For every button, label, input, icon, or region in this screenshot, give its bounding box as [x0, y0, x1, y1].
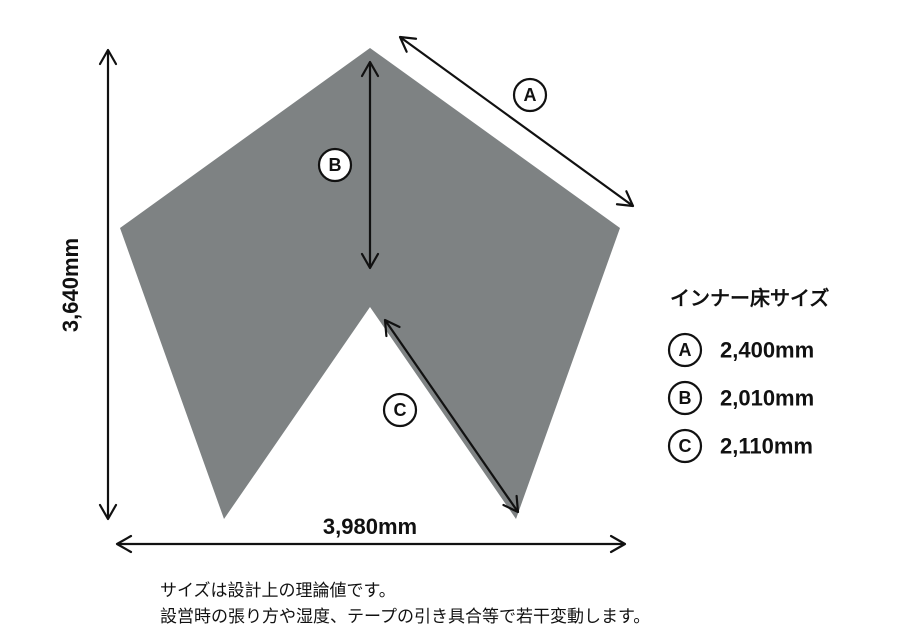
caption-line2: 設営時の張り方や湿度、テープの引き具合等で若干変動します。: [160, 604, 650, 630]
diagram-stage: 3,640mm 3,980mm A B C インナー床サイズ A 2,400mm B 2,010m…: [0, 0, 904, 640]
legend-value: 2,010mm: [720, 386, 814, 411]
svg-text:B: B: [679, 388, 692, 408]
diagram-svg: 3,640mm 3,980mm A B C インナー床サイズ A 2,400mm B 2,010m…: [0, 0, 904, 640]
dim-width-label: 3,980mm: [323, 514, 417, 539]
svg-text:C: C: [394, 400, 407, 420]
legend-value: 2,110mm: [720, 434, 813, 459]
caption-block: サイズは設計上の理論値です。 設営時の張り方や湿度、テープの引き具合等で若干変動…: [160, 578, 650, 631]
svg-text:A: A: [524, 85, 537, 105]
svg-text:B: B: [329, 155, 342, 175]
svg-text:C: C: [679, 436, 692, 456]
legend-title: インナー床サイズ: [670, 286, 829, 310]
caption-line1: サイズは設計上の理論値です。: [160, 578, 650, 604]
legend-value: 2,400mm: [720, 338, 814, 363]
dim-height-label: 3,640mm: [58, 238, 83, 332]
svg-text:A: A: [679, 340, 692, 360]
